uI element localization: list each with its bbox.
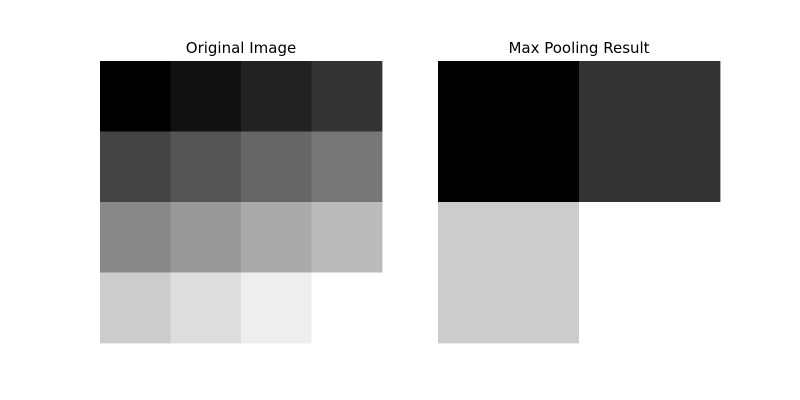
original-image-cell-r0-c2: [241, 61, 312, 132]
max-pooling-cell-r1-c0: [438, 202, 580, 344]
original-image-cell-r3-c1: [170, 272, 242, 344]
original-image-heatmap: [100, 61, 383, 344]
original-image-cell-r0-c3: [311, 61, 383, 132]
original-image-cell-r0-c0: [100, 61, 171, 132]
max-pooling-cell-r1-c1: [579, 202, 721, 344]
original-image-cell-r2-c1: [170, 202, 242, 273]
max-pooling-cell-r0-c0: [438, 61, 580, 203]
max-pooling-result-heatmap: [438, 61, 721, 344]
original-image-title: Original Image: [186, 39, 296, 57]
original-image-cell-r1-c3: [311, 131, 383, 203]
original-image-cell-r3-c0: [100, 272, 171, 344]
original-image-cell-r0-c1: [170, 61, 242, 132]
original-image-cell-r1-c1: [170, 131, 242, 203]
original-image-cell-r3-c2: [241, 272, 312, 344]
original-image-cell-r3-c3: [311, 272, 383, 344]
max-pooling-result-title: Max Pooling Result: [508, 39, 649, 57]
original-image-cell-r1-c2: [241, 131, 312, 203]
original-image-cell-r2-c0: [100, 202, 171, 273]
original-image-cell-r2-c2: [241, 202, 312, 273]
max-pooling-cell-r0-c1: [579, 61, 721, 203]
original-image-cell-r2-c3: [311, 202, 383, 273]
original-image-cell-r1-c0: [100, 131, 171, 203]
